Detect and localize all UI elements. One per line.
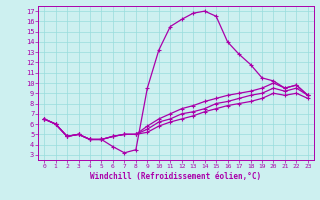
X-axis label: Windchill (Refroidissement éolien,°C): Windchill (Refroidissement éolien,°C)	[91, 172, 261, 181]
